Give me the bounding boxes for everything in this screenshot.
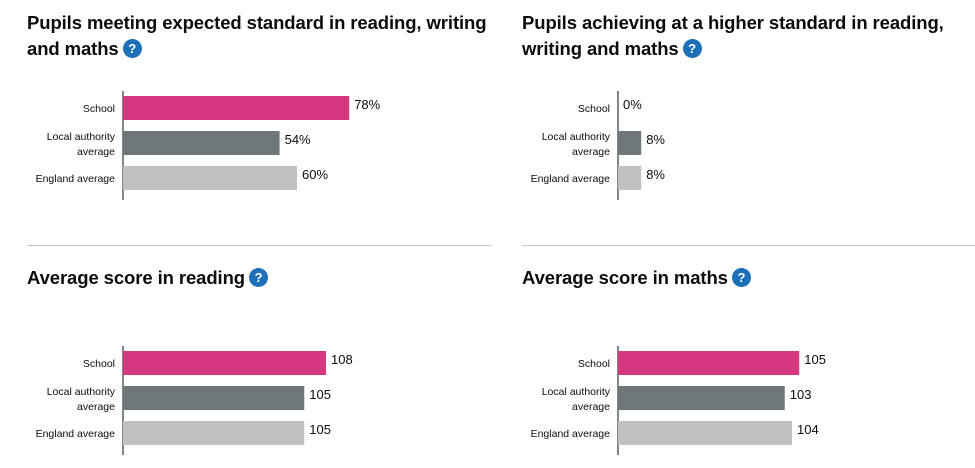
chart-panel-maths-score: Average score in maths? 105 School 103 Loca… <box>522 265 972 465</box>
category-label: England average <box>36 428 116 440</box>
data-label: 78% <box>354 97 380 112</box>
category-label: England average <box>36 173 116 185</box>
category-label: England average <box>531 428 611 440</box>
chart-title-line: writing and maths <box>522 38 679 59</box>
help-icon[interactable]: ? <box>248 268 268 287</box>
chart-title-line: Pupils meeting expected standard in read… <box>27 12 487 33</box>
tick-label: 100 (expected) <box>728 464 798 465</box>
data-label: 108 <box>331 352 353 367</box>
category-label: School <box>578 358 610 370</box>
chart-panel-higher-standard: Pupils achieving at a higher standard in… <box>522 10 972 210</box>
data-label: 8% <box>646 167 665 182</box>
chart-panel-reading-score: Average score in reading? 108 School 105 Lo… <box>27 265 497 465</box>
chart-title-line: Pupils achieving at a higher standard in… <box>522 12 944 33</box>
data-label: 0% <box>623 97 642 112</box>
category-label: Local authority <box>47 386 116 398</box>
bar <box>618 131 642 155</box>
tick-label: 120 (highest) <box>382 464 443 465</box>
bar-chart: 0% School 8% Local authority average 8% Englan… <box>531 91 665 200</box>
bar <box>618 421 792 445</box>
category-label: average <box>572 146 610 158</box>
data-label: 105 <box>309 387 331 402</box>
category-label: School <box>83 358 115 370</box>
bar <box>123 351 326 375</box>
category-label: School <box>578 103 610 115</box>
chart-panel-expected-standard: Pupils meeting expected standard in read… <box>27 10 497 210</box>
bar-chart: 78% School 54% Local authority average 60% Eng… <box>36 91 381 200</box>
bar <box>618 166 642 190</box>
tick-label: 80 (lowest) <box>592 464 643 465</box>
data-label: 105 <box>804 352 826 367</box>
data-label: 60% <box>302 167 328 182</box>
category-label: Local authority <box>542 131 611 143</box>
help-icon[interactable]: ? <box>731 268 751 287</box>
data-label: 54% <box>285 132 311 147</box>
bar <box>123 131 280 155</box>
chart-title-line: and maths <box>27 38 119 59</box>
chart-title-line: Average score in reading <box>27 267 245 288</box>
category-label: average <box>77 401 115 413</box>
chart-title: Pupils achieving at a higher standard in… <box>522 10 944 62</box>
category-label: average <box>77 146 115 158</box>
section-divider <box>27 245 492 246</box>
data-label: 105 <box>309 422 331 437</box>
data-label: 8% <box>646 132 665 147</box>
chart-title: Average score in maths? <box>522 265 751 291</box>
tick-label: 80 (lowest) <box>97 464 148 465</box>
bar-chart: 108 School 105 Local authority average 105 Eng… <box>36 346 444 465</box>
category-label: School <box>83 103 115 115</box>
bar-chart: 105 School 103 Local authority average 104 Eng… <box>531 346 939 465</box>
bar <box>123 96 350 120</box>
category-label: Local authority <box>47 131 116 143</box>
category-label: average <box>572 401 610 413</box>
category-label: England average <box>531 173 611 185</box>
bar <box>618 386 785 410</box>
bar <box>123 166 297 190</box>
bar <box>123 421 305 445</box>
chart-title: Pupils meeting expected standard in read… <box>27 10 487 62</box>
bar <box>123 386 305 410</box>
tick-label: 100 (expected) <box>233 464 303 465</box>
help-icon[interactable]: ? <box>122 39 142 58</box>
help-icon[interactable]: ? <box>682 39 702 58</box>
tick-label: 120 (highest) <box>877 464 938 465</box>
data-label: 104 <box>797 422 819 437</box>
chart-title: Average score in reading? <box>27 265 268 291</box>
bar <box>618 351 800 375</box>
category-label: Local authority <box>542 386 611 398</box>
section-divider <box>522 245 975 246</box>
chart-title-line: Average score in maths <box>522 267 728 288</box>
data-label: 103 <box>790 387 812 402</box>
